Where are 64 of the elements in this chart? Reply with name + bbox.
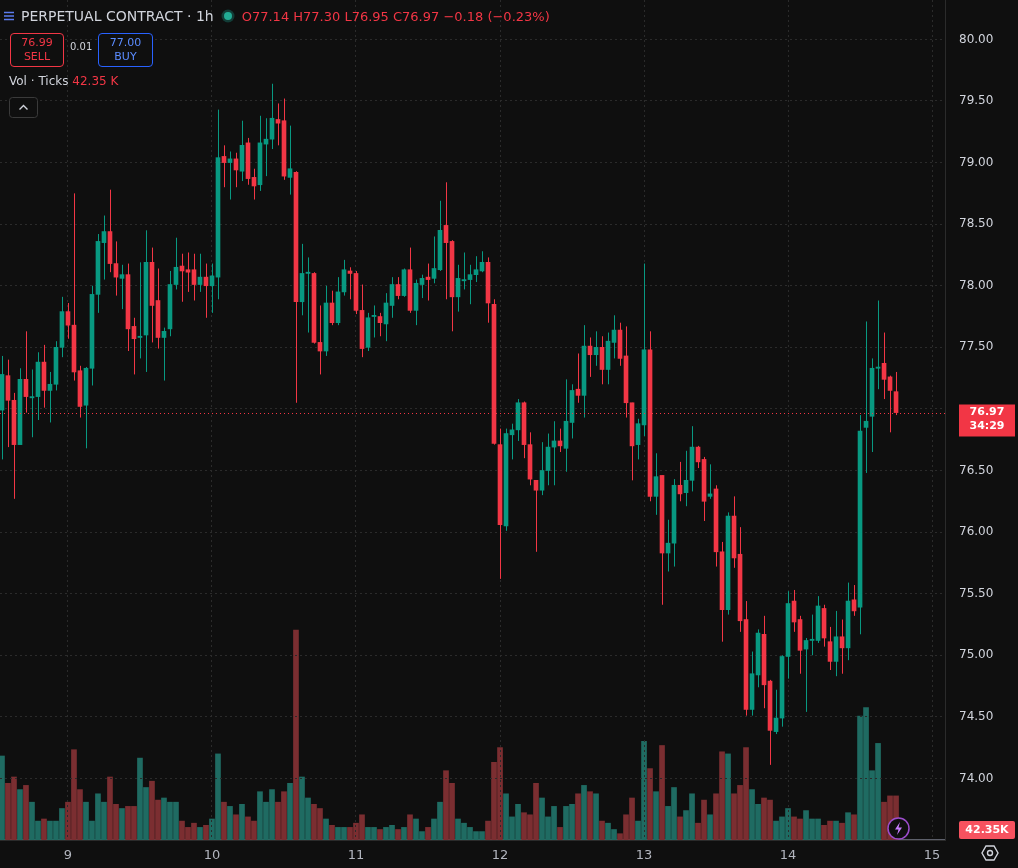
x-tick-label: 12 (491, 847, 509, 863)
bar (587, 791, 593, 840)
bar (659, 745, 665, 840)
ref-line-label: 76.97 34:29 (969, 405, 1005, 433)
bar (323, 818, 329, 840)
bar (233, 814, 239, 840)
x-tick-label: 13 (635, 847, 653, 863)
y-tick-label: 76.00 (959, 524, 994, 539)
bar (845, 812, 851, 840)
bar (425, 827, 431, 840)
bar (239, 803, 245, 840)
y-tick-label: 78.00 (959, 277, 994, 292)
bar (203, 824, 209, 840)
y-tick-label: 74.50 (959, 708, 994, 723)
bar (647, 768, 653, 840)
bar (653, 791, 659, 840)
y-tick-label: 80.00 (959, 31, 994, 46)
annotation: 0.01 (70, 41, 93, 52)
y-tick-label: 79.00 (959, 154, 994, 169)
annotation: 42.35 K (72, 74, 119, 88)
y-tick-label: 76.50 (959, 462, 994, 477)
bar (593, 793, 599, 840)
bar (197, 827, 203, 840)
bar (851, 814, 857, 840)
bar (119, 808, 125, 840)
x-tick-label: 9 (63, 847, 73, 863)
bar (287, 782, 293, 840)
bar (707, 814, 713, 840)
annotation: O77.14 H77.30 L76.95 C76.97 −0.18 (−0.23%) (241, 8, 550, 24)
annotation: 76.99 SELL (10, 33, 64, 67)
bar (227, 806, 233, 840)
bar (377, 829, 383, 840)
y-tick-label: 75.50 (959, 585, 994, 600)
bar (41, 818, 47, 840)
y-tick-label: 75.00 (959, 647, 994, 662)
bar (23, 785, 29, 840)
y-tick-label: 79.50 (959, 93, 994, 108)
bar (0, 755, 5, 840)
bar (17, 789, 23, 840)
text: PERPETUAL CONTRACT · 1h (21, 8, 214, 24)
bar (575, 793, 581, 840)
x-tick-label: 15 (923, 847, 941, 863)
bar (833, 820, 839, 840)
y-tick-label: 78.50 (959, 216, 994, 231)
bar (401, 827, 407, 840)
bar (329, 824, 335, 840)
bar (221, 801, 227, 840)
bar (557, 827, 563, 840)
bar (407, 814, 413, 840)
bar (395, 829, 401, 840)
bar (725, 753, 731, 840)
bar (839, 822, 845, 840)
text: 42.35K (959, 821, 1015, 839)
bar (599, 820, 605, 840)
bar (677, 816, 683, 840)
bar (293, 629, 299, 840)
y-tick-label: 77.50 (959, 339, 994, 354)
x-tick-label: 14 (779, 847, 797, 863)
y-tick-label: 74.00 (959, 770, 994, 785)
chart-title: Vol · Ticks (9, 74, 69, 88)
annotation: 77.00 BUY (98, 33, 153, 67)
bar (581, 785, 587, 840)
x-tick-label: 11 (347, 847, 365, 863)
x-tick-label: 10 (203, 847, 221, 863)
